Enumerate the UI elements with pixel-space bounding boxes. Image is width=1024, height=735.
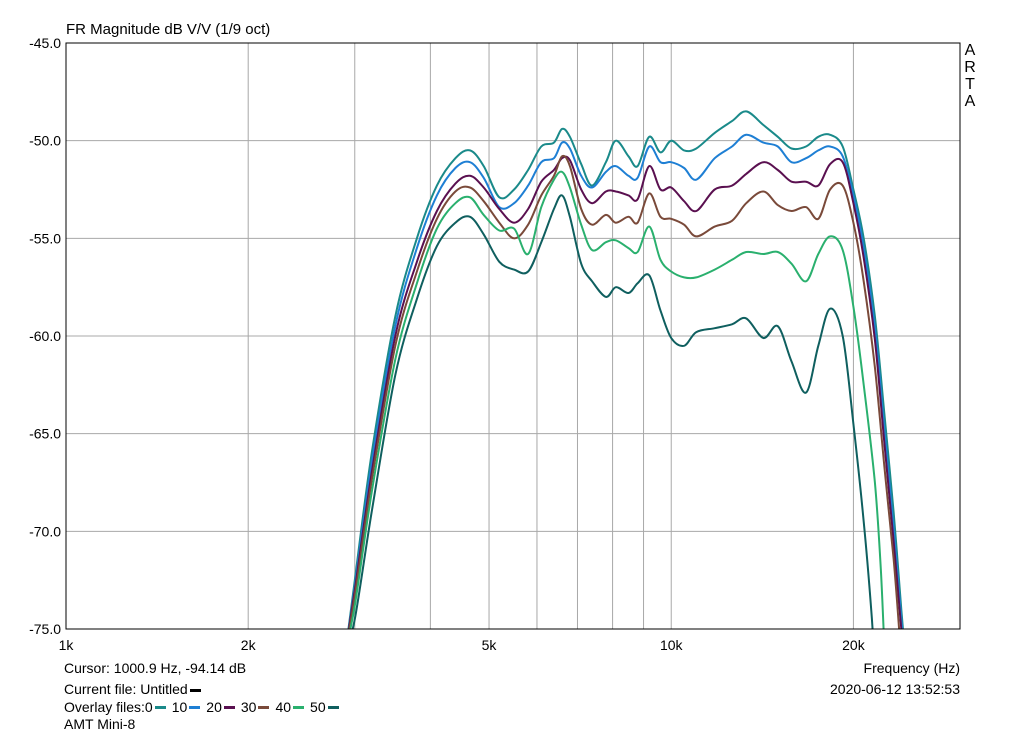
series-line-10	[347, 133, 904, 629]
series-lines	[347, 110, 904, 629]
legend-swatch	[223, 705, 235, 709]
logo-letter: A	[964, 93, 976, 110]
x-axis-label: Frequency (Hz)	[863, 660, 960, 676]
legend-item-20: 20	[206, 699, 235, 715]
overlay-legend: Overlay files: 0 10 20 30 40 50	[64, 699, 345, 715]
legend-item-0: 0	[145, 699, 166, 715]
legend-label: 30	[240, 699, 257, 715]
legend-item-40: 40	[275, 699, 305, 715]
x-tick-label: 1k	[59, 637, 75, 653]
legend-label: 0	[144, 699, 153, 715]
y-tick-label: -75.0	[29, 621, 61, 637]
legend-swatch	[327, 705, 339, 709]
legend-item-50: 50	[310, 699, 339, 715]
series-line-50	[351, 194, 874, 629]
grid-lines	[65, 42, 960, 630]
y-tick-label: -45.0	[29, 35, 61, 51]
series-line-20	[347, 155, 903, 629]
legend-item-10: 10	[172, 699, 201, 715]
legend-swatch	[293, 705, 305, 709]
y-tick-label: -70.0	[29, 523, 61, 539]
arta-logo: A R T A	[963, 42, 977, 110]
x-tick-label: 10k	[660, 637, 684, 653]
x-tick-label: 20k	[842, 637, 866, 653]
timestamp: 2020-06-12 13:52:53	[830, 681, 960, 697]
logo-letter: T	[965, 76, 975, 93]
plot-frame	[65, 42, 961, 630]
x-tick-label: 2k	[241, 637, 257, 653]
y-tick-label: -65.0	[29, 426, 61, 442]
measurement-name: AMT Mini-8	[64, 716, 136, 732]
legend-label: 20	[206, 699, 222, 715]
series-line-30	[348, 154, 901, 629]
legend-swatch	[258, 705, 270, 709]
y-tick-label: -55.0	[29, 230, 61, 246]
current-file-swatch	[189, 688, 201, 692]
series-line-0	[347, 110, 904, 629]
current-file-label: Current file: Untitled	[64, 681, 201, 697]
legend-label: 40	[275, 699, 292, 715]
legend-items: 0 10 20 30 40 50	[145, 699, 345, 715]
legend-swatch	[189, 705, 201, 709]
legend-label: 10	[171, 699, 188, 715]
legend-swatch	[154, 705, 166, 709]
logo-letter: R	[964, 59, 976, 76]
logo-letter: A	[964, 42, 976, 59]
y-tick-labels: -45.0 -50.0 -55.0 -60.0 -65.0 -70.0 -75.0	[29, 35, 61, 637]
current-file-text: Current file: Untitled	[64, 681, 188, 697]
x-tick-label: 5k	[482, 637, 498, 653]
overlay-label: Overlay files:	[64, 699, 145, 715]
series-line-40	[349, 170, 885, 629]
legend-item-30: 30	[241, 699, 270, 715]
cursor-readout: Cursor: 1000.9 Hz, -94.14 dB	[64, 660, 247, 676]
x-tick-labels: 1k 2k 5k 10k 20k	[59, 637, 866, 653]
y-tick-label: -60.0	[29, 328, 61, 344]
legend-label: 50	[310, 699, 326, 715]
y-tick-label: -50.0	[29, 133, 61, 149]
chart-title: FR Magnitude dB V/V (1/9 oct)	[66, 21, 271, 38]
